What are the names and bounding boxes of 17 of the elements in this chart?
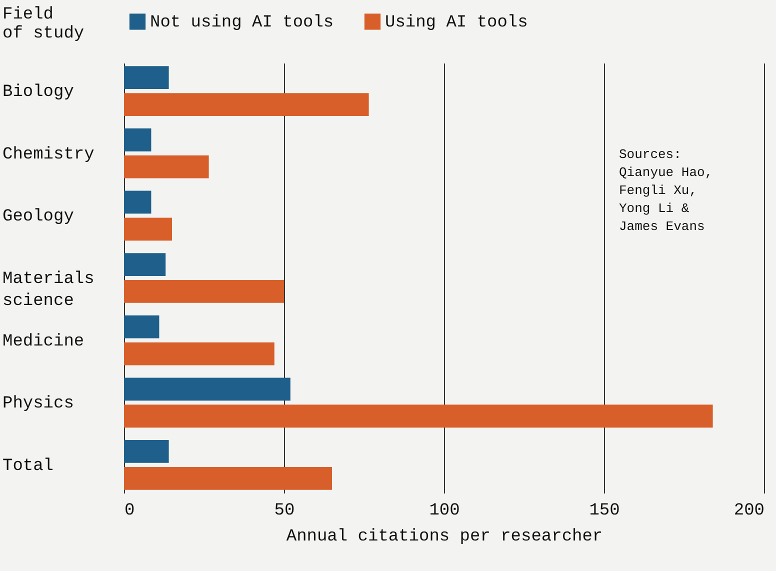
legend-label: Not using AI tools <box>150 14 334 33</box>
y-tick-label: Total <box>2 456 54 476</box>
y-tick-label: Physics <box>2 394 74 414</box>
legend-label: Using AI tools <box>385 14 528 33</box>
x-tick-label: 0 <box>124 502 135 520</box>
y-tick-label: Geology <box>2 208 74 227</box>
y-axis-title: Field of study <box>2 6 84 44</box>
x-axis-title: Annual citations per researcher <box>286 528 603 546</box>
y-tick-label: Medicine <box>2 332 84 352</box>
y-tick-label: Chemistry <box>2 145 94 164</box>
y-tick-label: Materials science <box>2 270 94 311</box>
y-tick-label: Biology <box>2 83 74 102</box>
x-tick-label: 100 <box>429 502 460 520</box>
x-tick-label: 50 <box>274 502 295 520</box>
x-tick-label: 150 <box>589 502 620 520</box>
x-tick-label: 200 <box>734 502 764 520</box>
annotation: Sources: Qianyue Hao, Fengli Xu, Yong Li & James Evans <box>619 147 713 234</box>
